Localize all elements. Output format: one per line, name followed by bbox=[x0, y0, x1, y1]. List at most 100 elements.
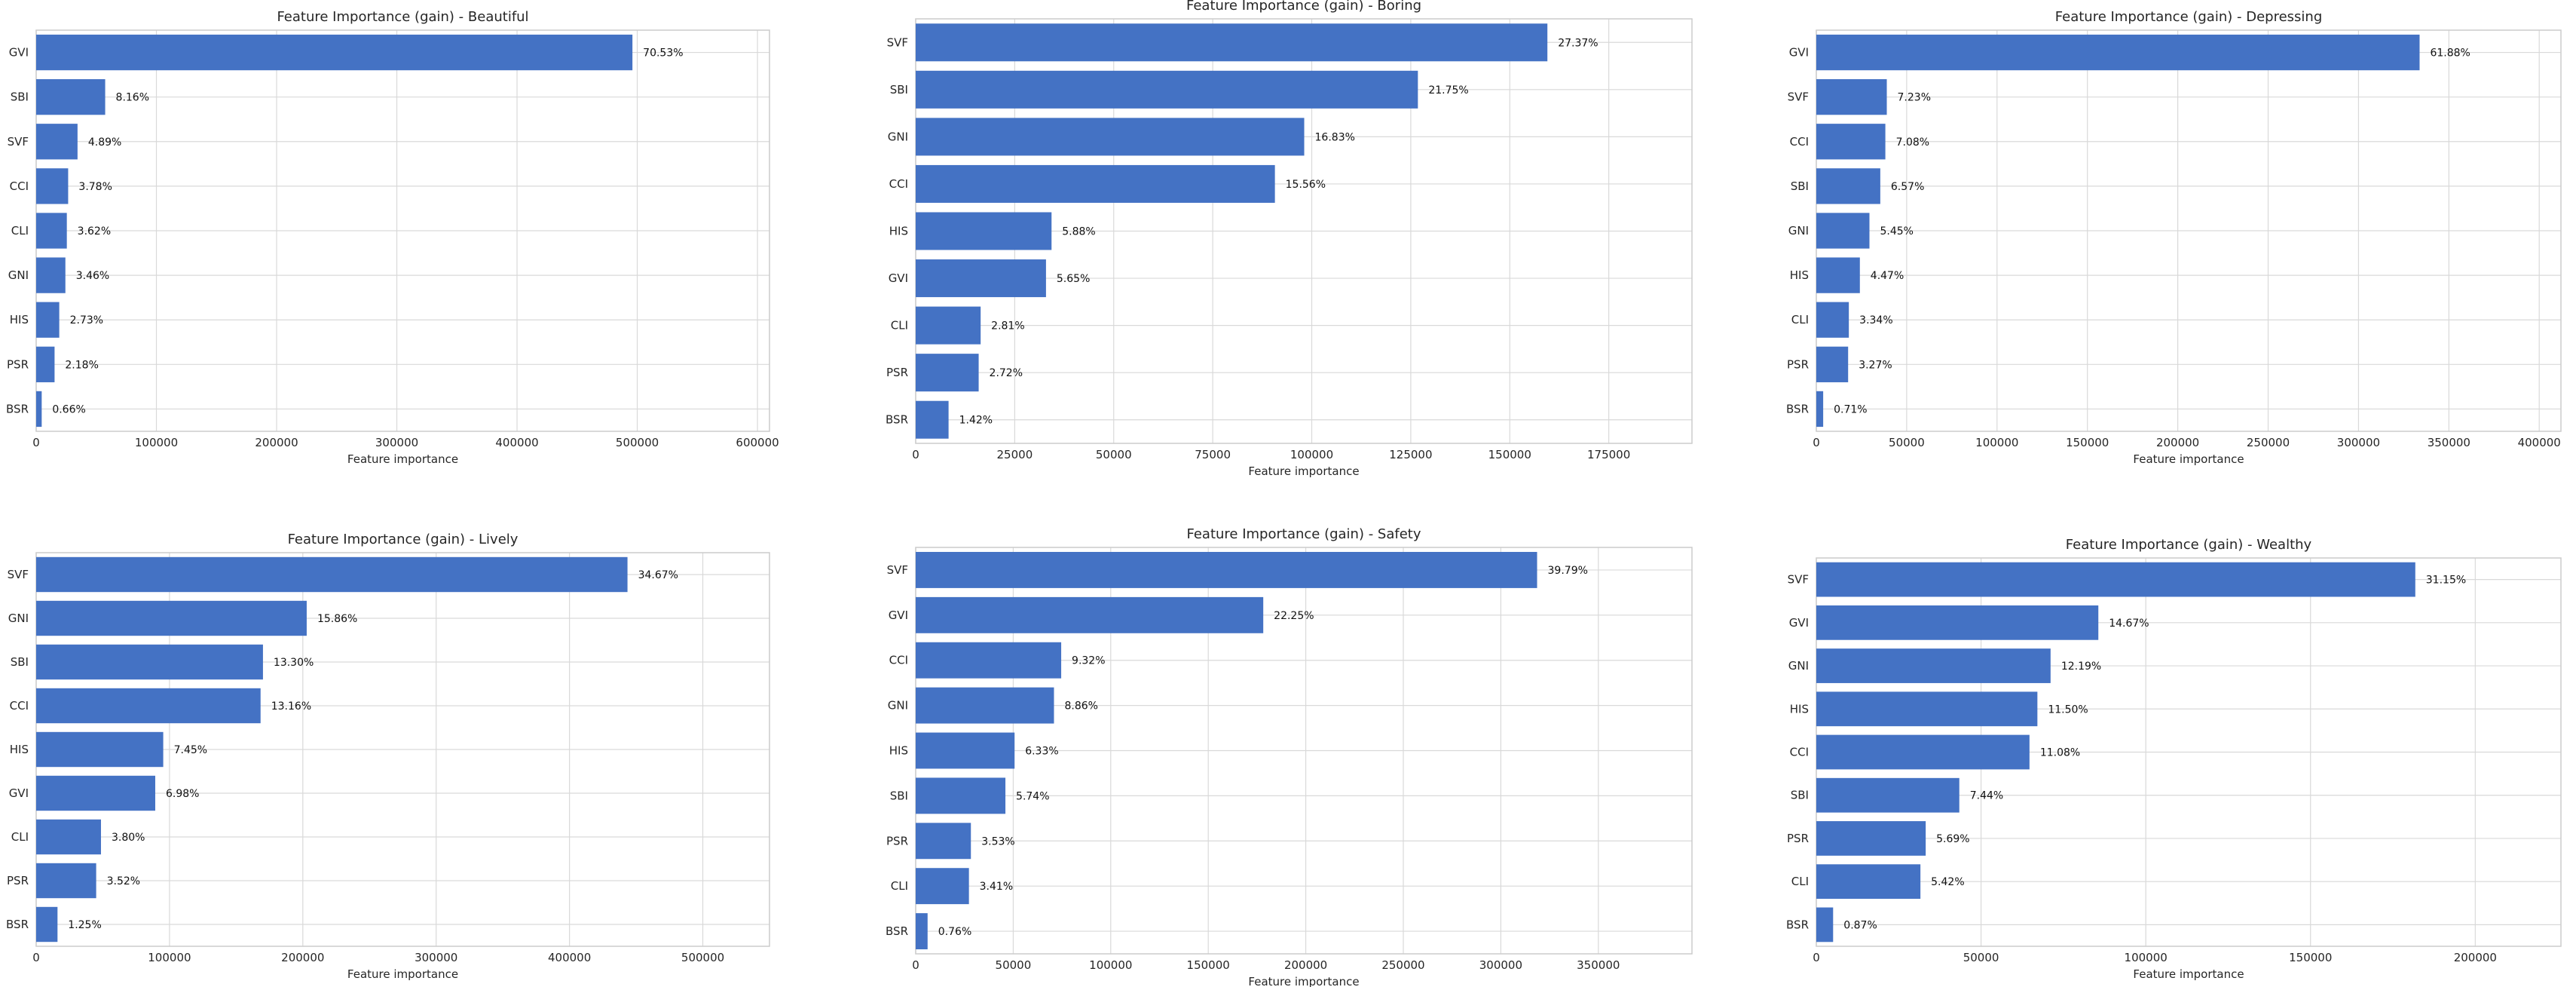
bar-cci bbox=[36, 688, 261, 724]
y-tick-label: HIS bbox=[1790, 702, 1809, 716]
y-tick-label: CCI bbox=[1790, 746, 1809, 759]
y-tick-label: PSR bbox=[886, 834, 908, 848]
x-tick-label: 350000 bbox=[1577, 958, 1620, 972]
data-label: 21.75% bbox=[1428, 84, 1468, 97]
y-tick-label: BSR bbox=[6, 918, 29, 931]
bar-bsr bbox=[1816, 391, 1824, 428]
y-tick-label: CLI bbox=[1791, 875, 1809, 888]
data-label: 1.42% bbox=[959, 415, 993, 427]
bar-bsr bbox=[36, 391, 42, 428]
bar-gni bbox=[916, 118, 1305, 156]
x-tick-label: 400000 bbox=[548, 951, 591, 964]
data-label: 2.73% bbox=[70, 314, 103, 326]
bar-svf bbox=[36, 124, 78, 160]
data-label: 13.30% bbox=[274, 657, 314, 669]
bar-cci bbox=[1816, 734, 2030, 770]
bar-his bbox=[916, 212, 1052, 250]
bar-cci bbox=[916, 642, 1062, 679]
x-tick-label: 0 bbox=[912, 448, 919, 461]
x-tick-label: 50000 bbox=[996, 958, 1032, 972]
bar-gvi bbox=[916, 259, 1046, 298]
y-tick-label: SVF bbox=[8, 135, 29, 149]
y-tick-label: PSR bbox=[1787, 832, 1809, 845]
data-label: 3.34% bbox=[1859, 314, 1892, 326]
y-tick-label: CLI bbox=[11, 830, 29, 844]
bar-bsr bbox=[1816, 907, 1834, 943]
data-label: 7.45% bbox=[174, 744, 207, 756]
x-tick-label: 100000 bbox=[1290, 448, 1333, 461]
data-label: 3.78% bbox=[78, 181, 112, 193]
data-label: 15.86% bbox=[317, 613, 357, 625]
bar-gni bbox=[1816, 648, 2051, 683]
bar-cli bbox=[36, 819, 101, 855]
data-label: 3.53% bbox=[981, 835, 1014, 848]
x-tick-label: 200000 bbox=[2454, 951, 2497, 964]
bar-cli bbox=[916, 868, 969, 905]
data-label: 3.27% bbox=[1859, 359, 1892, 371]
y-tick-label: SBI bbox=[890, 83, 908, 97]
y-tick-label: HIS bbox=[889, 744, 908, 758]
bar-bsr bbox=[36, 906, 58, 943]
y-tick-label: CCI bbox=[889, 654, 908, 667]
x-tick-label: 0 bbox=[1813, 436, 1820, 449]
data-label: 2.18% bbox=[65, 359, 98, 371]
data-label: 5.42% bbox=[1931, 876, 1964, 888]
x-tick-label: 600000 bbox=[736, 436, 779, 449]
y-tick-label: GVI bbox=[889, 271, 908, 285]
x-axis-label: Feature importance bbox=[2133, 452, 2244, 466]
x-tick-label: 0 bbox=[912, 958, 919, 972]
x-tick-label: 200000 bbox=[281, 951, 324, 964]
bar-sbi bbox=[36, 644, 263, 680]
bar-psr bbox=[36, 863, 96, 899]
x-tick-label: 300000 bbox=[2337, 436, 2380, 449]
data-label: 5.45% bbox=[1880, 225, 1914, 238]
data-label: 8.16% bbox=[116, 92, 149, 104]
data-label: 16.83% bbox=[1315, 131, 1355, 143]
y-tick-label: GNI bbox=[888, 130, 908, 143]
y-tick-label: SBI bbox=[11, 90, 29, 104]
data-label: 0.66% bbox=[52, 403, 85, 415]
y-tick-label: CLI bbox=[891, 319, 908, 333]
x-tick-label: 300000 bbox=[415, 951, 457, 964]
data-label: 2.81% bbox=[991, 320, 1024, 333]
bar-cli bbox=[916, 306, 981, 345]
y-tick-label: SVF bbox=[887, 35, 908, 49]
chart-title: Feature Importance (gain) - Lively bbox=[288, 532, 519, 547]
y-tick-label: CCI bbox=[889, 177, 908, 191]
x-tick-label: 200000 bbox=[2156, 436, 2199, 449]
x-tick-label: 250000 bbox=[1381, 958, 1424, 972]
y-tick-label: HIS bbox=[10, 743, 29, 756]
y-tick-label: GVI bbox=[889, 608, 908, 622]
y-tick-label: HIS bbox=[10, 313, 29, 326]
data-label: 0.71% bbox=[1834, 403, 1867, 415]
x-tick-label: 100000 bbox=[1975, 436, 2018, 449]
x-tick-label: 75000 bbox=[1195, 448, 1231, 461]
data-label: 31.15% bbox=[2426, 575, 2466, 587]
bar-sbi bbox=[916, 70, 1418, 109]
bar-cli bbox=[36, 213, 67, 249]
y-tick-label: CCI bbox=[10, 179, 29, 193]
x-tick-label: 350000 bbox=[2428, 436, 2470, 449]
data-label: 3.46% bbox=[76, 270, 109, 282]
data-label: 7.08% bbox=[1896, 136, 1929, 149]
x-tick-label: 150000 bbox=[1488, 448, 1531, 461]
chart-title: Feature Importance (gain) - Safety bbox=[1186, 526, 1421, 542]
y-tick-label: BSR bbox=[1786, 402, 1809, 415]
bar-his bbox=[916, 732, 1015, 769]
data-label: 8.86% bbox=[1064, 700, 1097, 713]
bar-sbi bbox=[36, 79, 106, 115]
bar-cli bbox=[1816, 302, 1849, 338]
data-label: 0.87% bbox=[1843, 919, 1877, 931]
data-label: 1.25% bbox=[68, 919, 101, 931]
x-tick-label: 50000 bbox=[1889, 436, 1925, 449]
y-tick-label: GNI bbox=[1788, 659, 1809, 673]
x-axis-label: Feature importance bbox=[1248, 975, 1359, 987]
x-tick-label: 150000 bbox=[2289, 951, 2332, 964]
data-label: 13.16% bbox=[271, 700, 311, 713]
bar-gni bbox=[1816, 213, 1870, 249]
bar-bsr bbox=[916, 400, 949, 439]
data-label: 5.69% bbox=[1936, 833, 1969, 845]
